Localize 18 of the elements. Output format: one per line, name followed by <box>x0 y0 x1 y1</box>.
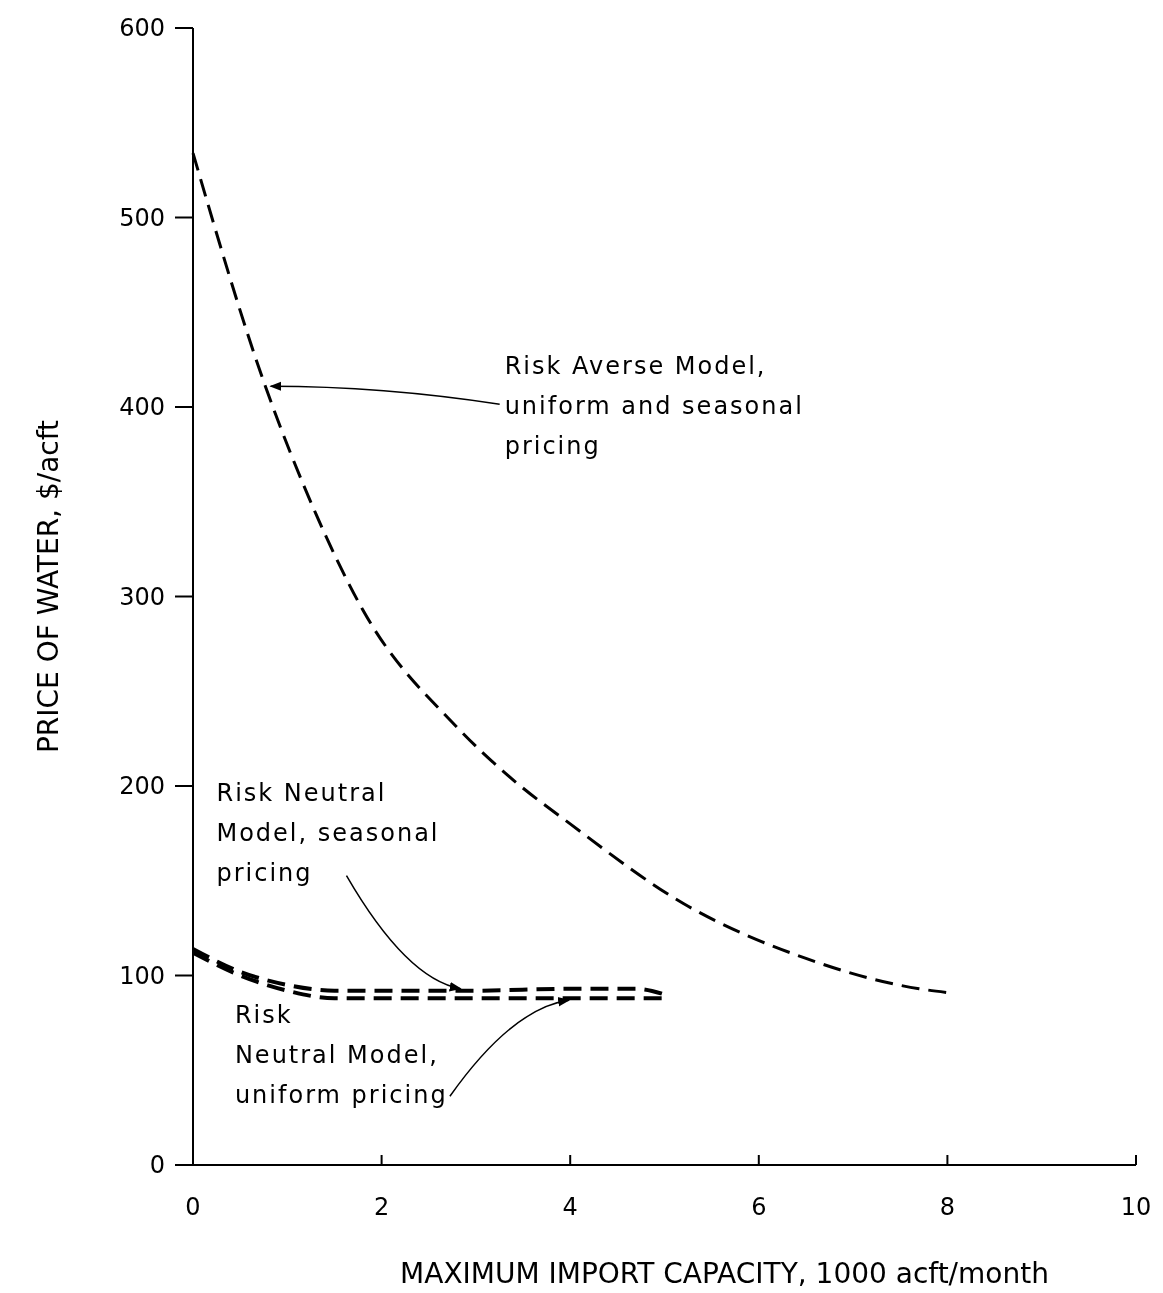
y-tick-label: 600 <box>119 14 165 43</box>
x-tick-label: 0 <box>185 1193 201 1221</box>
x-tick-label: 8 <box>939 1193 956 1221</box>
y-tick-label: 500 <box>119 203 165 232</box>
x-tick-label: 4 <box>562 1193 578 1221</box>
y-tick-label: 200 <box>119 772 165 801</box>
x-tick-label: 10 <box>1120 1193 1152 1221</box>
y-tick-label: 300 <box>119 582 165 611</box>
annotation: Risk Neutral Model, uniform pricing <box>234 1001 448 1110</box>
x-tick-label: 2 <box>373 1193 390 1221</box>
x-tick-label: 6 <box>751 1193 767 1221</box>
x-axis-title: MAXIMUM IMPORT CAPACITY, 1000 acft/month <box>400 1257 1049 1290</box>
y-tick-label: 0 <box>149 1151 165 1180</box>
y-tick-label: 100 <box>119 961 165 990</box>
y-axis-title: PRICE OF WATER, $/acft <box>32 419 65 754</box>
annotation: Risk Neutral Model, seasonal pricing <box>216 778 440 887</box>
y-tick-label: 400 <box>119 393 165 422</box>
annotation: Risk Averse Model, uniform and seasonal pricing <box>504 352 804 461</box>
